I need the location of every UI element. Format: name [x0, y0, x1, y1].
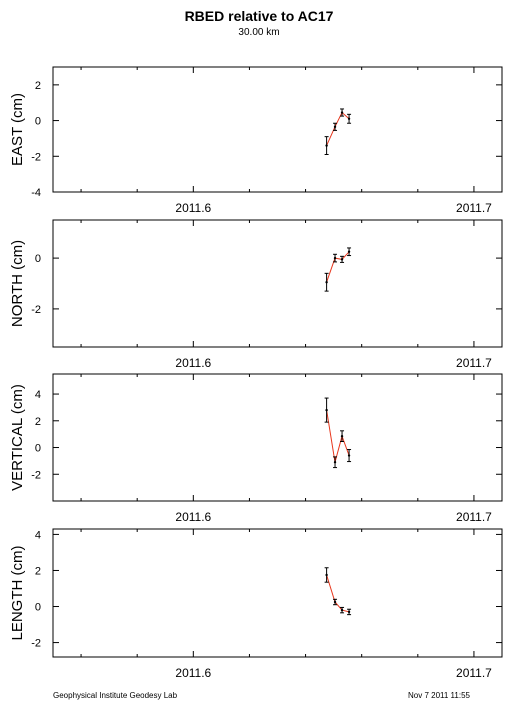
x-tick-label: 2011.7 — [456, 201, 492, 215]
panel-3: 2011.6 2011.7 -2 0 2 4 VERTICAL (cm) — [9, 373, 503, 524]
chart-subtitle: 30.00 km — [238, 27, 280, 38]
data-point — [340, 108, 345, 117]
data-point — [324, 272, 329, 292]
y-tick-label: -2 — [31, 151, 41, 163]
y-tick-label: 2 — [35, 416, 41, 428]
y-tick-label: 0 — [35, 253, 41, 265]
data-point — [347, 608, 352, 616]
point-marker — [340, 258, 344, 261]
point-marker — [325, 281, 328, 284]
y-axis-label: EAST (cm) — [9, 93, 26, 166]
series-line — [326, 410, 350, 463]
x-tick-label: 2011.6 — [175, 356, 211, 370]
y-axis-label: VERTICAL (cm) — [9, 384, 26, 491]
data-point — [340, 430, 345, 443]
plot-frame — [52, 66, 503, 193]
point-marker — [340, 111, 344, 114]
y-tick-label: 0 — [35, 602, 41, 614]
point-marker — [347, 454, 351, 457]
chart-title: RBED relative to AC17 — [184, 8, 334, 24]
data-point — [333, 598, 338, 606]
y-tick-label: -2 — [31, 638, 41, 650]
point-marker — [333, 600, 337, 604]
y-tick-label: 2 — [35, 565, 41, 577]
point-marker — [347, 250, 351, 253]
footer-timestamp: Nov 7 2011 11:55 — [408, 691, 470, 700]
point-marker — [333, 125, 337, 129]
point-marker — [340, 434, 344, 438]
panel-1: 2011.6 2011.7 -4 -2 0 2 EAST (cm) — [9, 66, 503, 215]
x-tick-label: 2011.6 — [175, 666, 211, 680]
point-marker — [325, 408, 328, 412]
panel-4: 2011.6 2011.7 -2 0 2 4 LENGTH (cm) — [9, 528, 503, 680]
point-marker — [347, 610, 351, 614]
data-point — [333, 456, 338, 469]
panel-2: 2011.6 2011.7 -2 0 NORTH (cm) — [9, 219, 503, 370]
data-point — [324, 136, 329, 155]
data-point — [324, 567, 329, 583]
plot-frame — [52, 528, 503, 658]
y-tick-label: 2 — [35, 80, 41, 92]
point-marker — [347, 117, 351, 120]
data-point — [324, 397, 329, 423]
data-point — [347, 247, 352, 257]
data-point — [333, 253, 338, 263]
y-tick-label: 0 — [35, 443, 41, 455]
point-marker — [333, 461, 337, 464]
y-tick-label: -2 — [31, 304, 41, 316]
y-tick-label: 4 — [35, 529, 41, 541]
x-tick-label: 2011.7 — [456, 510, 492, 524]
series-line — [326, 574, 350, 613]
point-marker — [333, 256, 337, 260]
x-tick-label: 2011.7 — [456, 356, 492, 370]
x-tick-label: 2011.6 — [175, 510, 211, 524]
y-tick-label: -4 — [31, 187, 41, 199]
point-marker — [325, 573, 328, 577]
plot-frame — [52, 373, 503, 502]
point-marker — [325, 144, 328, 147]
data-point — [340, 255, 345, 263]
data-point — [340, 606, 345, 614]
series-line — [326, 251, 350, 283]
point-marker — [340, 608, 344, 612]
x-tick-label: 2011.7 — [456, 666, 492, 680]
footer-lab-name: Geophysical Institute Geodesy Lab — [53, 691, 178, 700]
y-axis-label: LENGTH (cm) — [9, 546, 26, 641]
plot-frame — [52, 219, 503, 348]
data-point — [347, 113, 352, 124]
x-tick-label: 2011.6 — [175, 201, 211, 215]
data-point — [333, 122, 338, 131]
y-tick-label: -2 — [31, 469, 41, 481]
y-axis-label: NORTH (cm) — [9, 240, 26, 327]
y-tick-label: 0 — [35, 116, 41, 128]
series-line — [326, 111, 350, 146]
data-point — [347, 449, 352, 463]
y-tick-label: 4 — [35, 389, 41, 401]
